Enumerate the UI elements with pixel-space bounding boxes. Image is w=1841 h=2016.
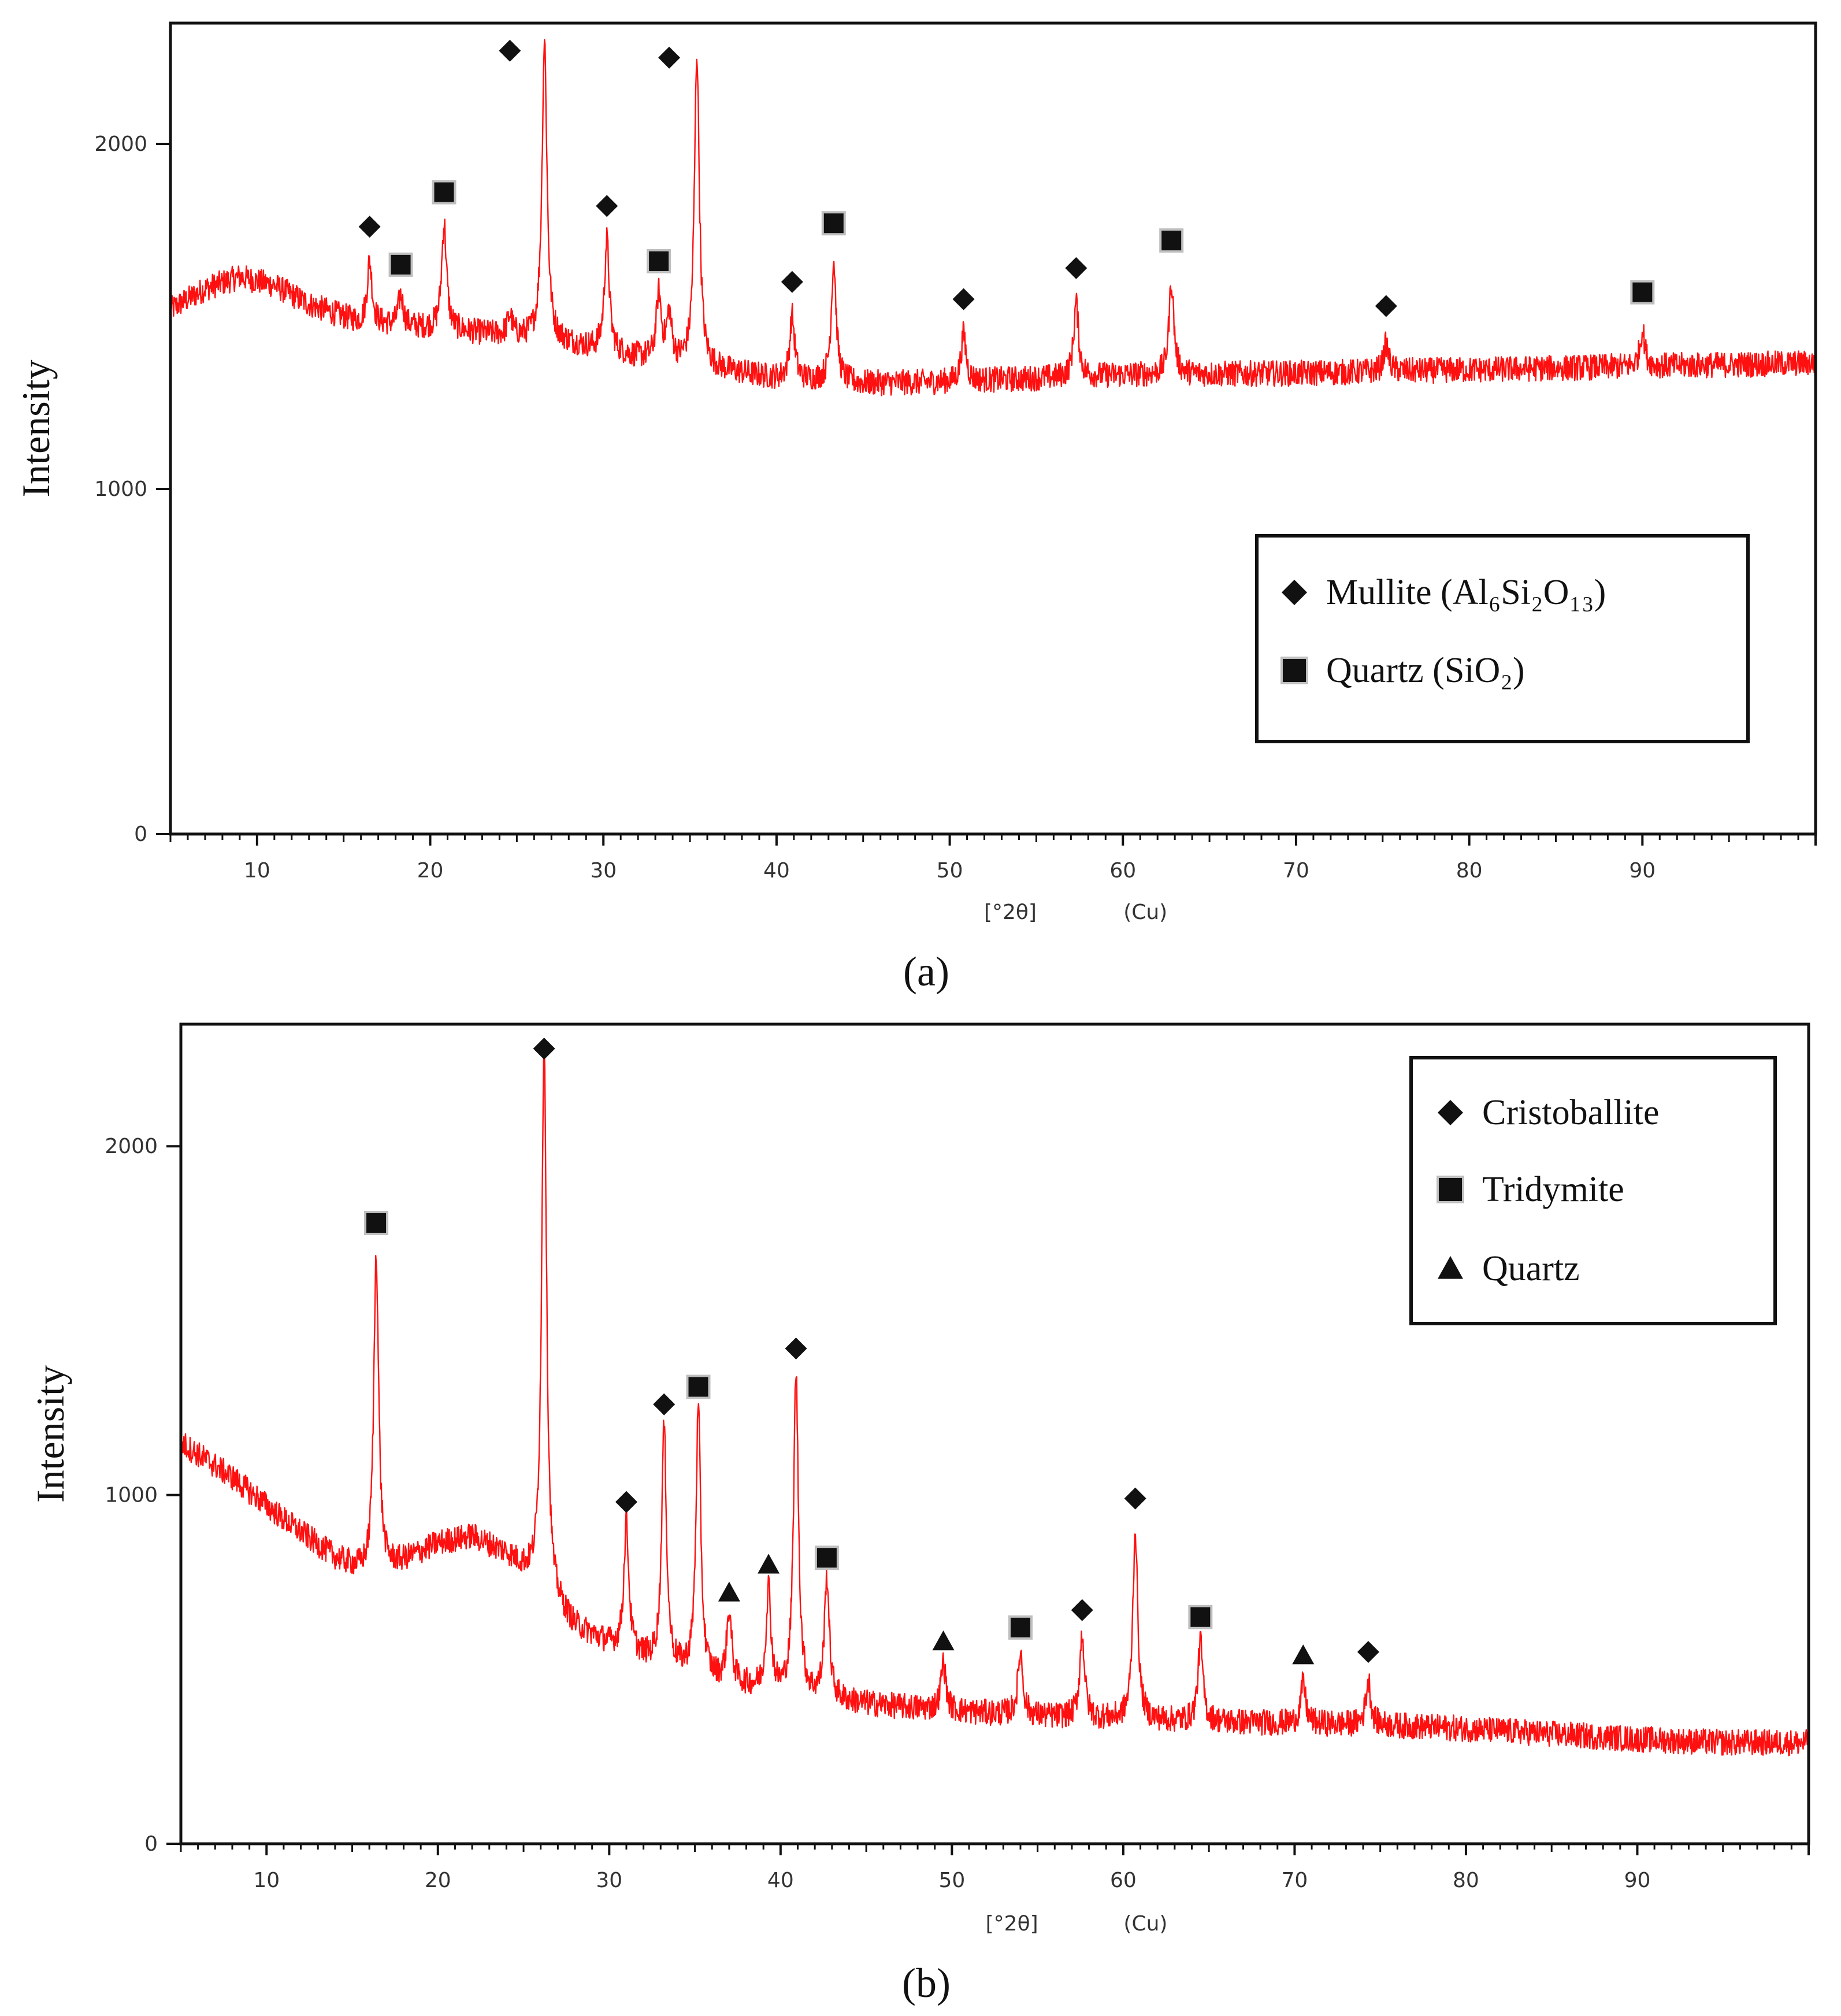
x-tick-label: 30: [596, 1869, 622, 1892]
y-tick-label: 0: [144, 1832, 158, 1856]
x-tick-label: 10: [244, 859, 270, 883]
x-tick-label: 20: [425, 1869, 451, 1892]
peak-marker-quartz-square: [1159, 228, 1184, 253]
x-tick-label: 50: [938, 1869, 965, 1892]
peak-marker-quartz-square: [1630, 280, 1655, 305]
peak-marker-cristoballite-diamond: [785, 1337, 807, 1360]
plot-frame: [169, 21, 1817, 836]
legend-diamond-icon: [1438, 1100, 1463, 1125]
peak-marker-tridymite-square: [364, 1210, 389, 1235]
peak-marker-tridymite-square: [1008, 1615, 1033, 1640]
x-tick-label: 20: [417, 859, 444, 883]
x-tick-label: 90: [1624, 1869, 1651, 1892]
plot-frame: [179, 1022, 1810, 1845]
x-tick-label: 30: [590, 859, 617, 883]
legend: Cristoballite Tridymite Quartz: [1409, 1056, 1777, 1325]
peak-marker-quartz-square: [388, 252, 413, 277]
peak-marker-mullite-diamond: [952, 288, 975, 310]
peak-marker-cristoballite-diamond: [533, 1037, 555, 1060]
chart-a: 10 20 30 40 50 60 70 80 90 0 1000 2000 Intensity [°2θ…: [14, 21, 1817, 995]
x-tick-label: 70: [1282, 1869, 1308, 1892]
legend-entry-label: Tridymite: [1482, 1170, 1624, 1209]
peak-marker-tridymite-square: [686, 1374, 711, 1399]
peak-marker-mullite-diamond: [658, 46, 681, 69]
peak-marker-cristoballite-diamond: [1071, 1599, 1093, 1621]
legend-entry-label: Mullite (Al₆Si₂O₁₃): [1326, 573, 1606, 612]
legend-triangle-icon: [1438, 1256, 1463, 1279]
x-axis-unit: (Cu): [1123, 900, 1167, 924]
peak-marker-cristoballite-diamond: [615, 1491, 637, 1513]
y-axis-label: Intensity: [14, 360, 58, 498]
peak-marker-quartz-triangle: [1292, 1644, 1315, 1665]
peak-marker-cristoballite-diamond: [1357, 1641, 1379, 1663]
legend-box: [1255, 534, 1750, 743]
panel-caption: (a): [903, 948, 949, 995]
x-axis-label: [°2θ]: [984, 900, 1037, 924]
x-tick-label: 70: [1283, 859, 1309, 883]
x-axis-unit: (Cu): [1123, 1912, 1167, 1936]
x-tick-label: 40: [767, 1869, 794, 1892]
panel-caption: (b): [902, 1960, 951, 2006]
peak-marker-quartz-square: [432, 180, 456, 205]
peak-marker-mullite-diamond: [596, 195, 618, 217]
peak-marker-cristoballite-diamond: [1124, 1487, 1146, 1510]
y-tick-label: 1000: [105, 1484, 158, 1507]
chart-b: 10 20 30 40 50 60 70 80 90 0 1000 2000 Intensity [°2θ…: [28, 1022, 1810, 2006]
y-tick-label: 0: [134, 822, 147, 846]
peak-marker-cristoballite-diamond: [653, 1393, 675, 1415]
x-tick-label: 60: [1109, 859, 1136, 883]
peak-marker-mullite-diamond: [358, 216, 381, 238]
legend-square-icon: [1280, 657, 1308, 684]
legend-entry-label: Quartz (SiO₂): [1326, 651, 1525, 690]
y-axis-label: Intensity: [28, 1365, 72, 1503]
peak-marker-mullite-diamond: [781, 270, 803, 293]
legend-box: [1409, 1056, 1777, 1325]
y-tick-label: 2000: [105, 1135, 158, 1158]
x-tick-label: 80: [1453, 1869, 1479, 1892]
x-tick-label: 60: [1110, 1869, 1137, 1892]
legend-entry-label: Cristoballite: [1482, 1093, 1660, 1132]
legend-square-icon: [1437, 1176, 1464, 1203]
peak-marker-quartz-triangle: [932, 1630, 955, 1651]
x-tick-label: 80: [1456, 859, 1483, 883]
x-tick-label: 10: [253, 1869, 280, 1892]
legend: Mullite (Al₆Si₂O₁₃) Quartz (SiO₂): [1255, 534, 1750, 743]
legend-entry-label: Quartz: [1482, 1249, 1580, 1288]
peak-marker-quartz-square: [821, 211, 846, 236]
peak-marker-mullite-diamond: [1375, 295, 1397, 317]
y-tick-label: 2000: [94, 132, 147, 156]
x-axis-label: [°2θ]: [986, 1912, 1038, 1936]
legend-diamond-icon: [1282, 580, 1307, 605]
peak-marker-quartz-triangle: [758, 1554, 780, 1574]
y-tick-label: 1000: [94, 477, 147, 501]
x-tick-label: 40: [763, 859, 790, 883]
peak-marker-mullite-diamond: [1065, 257, 1087, 279]
peak-marker-quartz-square: [647, 249, 671, 273]
peak-marker-tridymite-square: [814, 1546, 839, 1570]
peak-marker-mullite-diamond: [499, 39, 521, 62]
peak-marker-quartz-triangle: [718, 1581, 740, 1602]
x-tick-label: 90: [1629, 859, 1656, 883]
x-tick-label: 50: [937, 859, 963, 883]
xrd-trace: [169, 39, 1816, 396]
xrd-trace: [180, 1047, 1809, 1756]
peak-marker-tridymite-square: [1188, 1604, 1213, 1629]
